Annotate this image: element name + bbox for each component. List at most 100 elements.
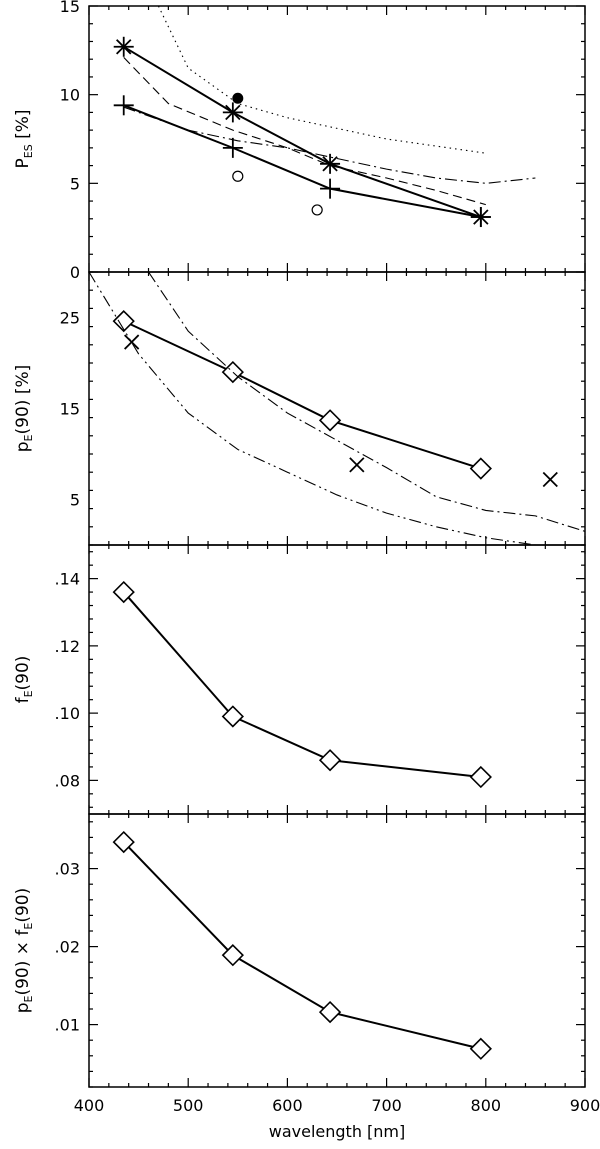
data-point bbox=[232, 92, 244, 104]
data-point bbox=[469, 457, 492, 480]
panel-frame bbox=[88, 544, 586, 815]
y-axis-label-sub2: E bbox=[22, 923, 35, 930]
y-axis-label: fE(90) bbox=[13, 656, 35, 704]
y-axis-label-main: f bbox=[13, 696, 33, 703]
y-axis-label-unit: (90) bbox=[13, 656, 33, 691]
panel-frame bbox=[88, 5, 586, 273]
y-axis-label-main: p bbox=[13, 1002, 33, 1013]
series-line bbox=[123, 106, 536, 184]
y-tick-label: 15 bbox=[60, 0, 80, 16]
data-point-shape bbox=[221, 944, 244, 967]
data-point bbox=[542, 471, 558, 488]
data-point bbox=[113, 36, 134, 57]
series-4 bbox=[89, 272, 536, 545]
x-tick-label: 900 bbox=[570, 1096, 600, 1115]
y-tick-label: 15 bbox=[60, 400, 80, 419]
data-point bbox=[222, 137, 243, 158]
series-6 bbox=[123, 57, 486, 206]
data-point bbox=[112, 310, 135, 333]
y-axis-label: pE(90) × fE(90) bbox=[13, 888, 35, 1014]
series-4 bbox=[232, 170, 323, 216]
data-point-stroke bbox=[116, 39, 132, 55]
panel-2: 5 15 25 pE(90) [%] bbox=[13, 271, 586, 546]
y-axis-label-unit: (90) × f bbox=[13, 929, 33, 996]
data-point-stroke bbox=[225, 104, 241, 121]
y-axis-label-unit: [%] bbox=[13, 109, 33, 144]
series-5 bbox=[157, 6, 486, 154]
panel-3: .08 .10 .12 .14 fE(90) bbox=[13, 544, 586, 815]
data-point-shape bbox=[318, 749, 342, 772]
y-axis-label: PES [%] bbox=[13, 109, 35, 168]
y-tick-label: .03 bbox=[55, 860, 80, 879]
data-point bbox=[320, 153, 341, 174]
data-point-shape bbox=[311, 204, 323, 216]
y-tick-label: .10 bbox=[55, 704, 80, 723]
data-point-shape bbox=[112, 310, 135, 333]
series-1 bbox=[112, 310, 492, 480]
data-point bbox=[320, 178, 341, 199]
data-point bbox=[470, 207, 491, 228]
data-point bbox=[221, 705, 244, 728]
y-axis-label: pE(90) [%] bbox=[13, 365, 35, 452]
y-axis-label-main: P bbox=[13, 158, 33, 168]
series-line bbox=[123, 104, 482, 219]
data-point-b bbox=[124, 334, 140, 350]
y-tick-label: 5 bbox=[70, 174, 80, 193]
data-point bbox=[221, 944, 244, 967]
series-7 bbox=[123, 106, 536, 184]
series-line bbox=[123, 57, 486, 206]
series-line bbox=[122, 591, 481, 779]
y-tick-label: 5 bbox=[70, 491, 80, 510]
series-line bbox=[123, 45, 482, 218]
series-3 bbox=[232, 92, 244, 104]
y-tick-label: 0 bbox=[70, 263, 80, 282]
panel-frame bbox=[88, 271, 586, 546]
data-point bbox=[318, 749, 342, 772]
data-point-b bbox=[542, 471, 558, 488]
series-1 bbox=[112, 830, 492, 1060]
series-2 bbox=[124, 334, 558, 488]
y-tick-label: .08 bbox=[55, 771, 80, 790]
data-point bbox=[222, 102, 243, 123]
y-tick-label: 25 bbox=[60, 309, 80, 328]
data-point-shape bbox=[232, 92, 244, 104]
y-axis-label-unit2: (90) bbox=[13, 888, 33, 923]
panel-4: .01 .02 .03 400 500 600 700 800 900 wavelength [n… bbox=[13, 813, 600, 1141]
data-point-shape bbox=[469, 1037, 492, 1060]
series-line bbox=[123, 841, 482, 1050]
data-point-shape bbox=[232, 170, 244, 182]
x-tick-label: 600 bbox=[272, 1096, 303, 1115]
data-point bbox=[124, 334, 140, 350]
y-tick-label: .12 bbox=[55, 637, 80, 656]
y-axis-label-sub: E bbox=[22, 995, 35, 1002]
data-point-stroke bbox=[322, 156, 338, 172]
panel-frame bbox=[88, 813, 586, 1088]
y-tick-label: .01 bbox=[55, 1016, 80, 1035]
data-point-shape bbox=[469, 457, 492, 480]
series-line bbox=[148, 272, 585, 532]
data-point bbox=[112, 580, 135, 604]
x-tick-label: 500 bbox=[173, 1096, 204, 1115]
y-tick-label: .02 bbox=[55, 938, 80, 957]
series-line bbox=[123, 320, 482, 470]
panel-1: 0 5 10 15 PES [%] bbox=[13, 0, 586, 282]
series-1 bbox=[113, 36, 491, 228]
x-tick-label: 800 bbox=[471, 1096, 502, 1115]
y-axis-label-sub: E bbox=[22, 434, 35, 441]
data-point bbox=[112, 830, 135, 854]
data-point bbox=[469, 765, 492, 789]
data-point bbox=[469, 1037, 492, 1060]
y-tick-label: 10 bbox=[60, 86, 80, 105]
y-axis-label-sub: E bbox=[22, 690, 35, 697]
y-tick-label: .14 bbox=[55, 570, 80, 589]
series-2 bbox=[113, 95, 491, 228]
data-point-shape bbox=[318, 1000, 342, 1024]
y-axis-label-sub: ES bbox=[22, 144, 35, 158]
data-point bbox=[318, 1000, 342, 1024]
data-point-b bbox=[349, 457, 365, 473]
x-tick-label: 400 bbox=[74, 1096, 105, 1115]
y-axis-label-unit: (90) [%] bbox=[13, 365, 33, 435]
data-point-shape bbox=[112, 830, 135, 854]
series-line bbox=[89, 272, 536, 545]
